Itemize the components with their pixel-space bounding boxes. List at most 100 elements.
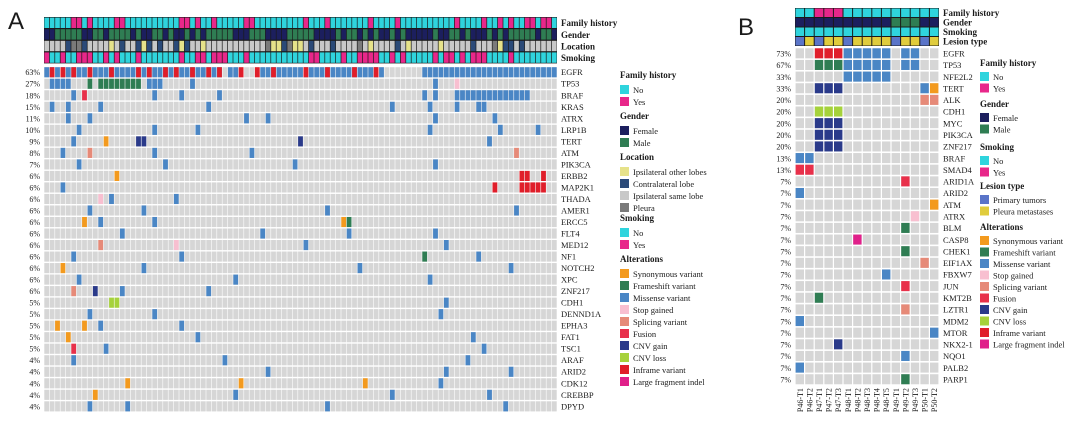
empty-cell: [179, 193, 185, 205]
location-cell: [465, 40, 471, 52]
empty-cell: [535, 309, 541, 320]
gender-cell: [254, 29, 260, 40]
empty-cell: [152, 113, 158, 124]
empty-cell: [157, 378, 163, 389]
empty-cell: [92, 193, 98, 205]
empty-cell: [487, 320, 492, 331]
empty-cell: [271, 193, 276, 205]
empty-cell: [487, 297, 492, 308]
empty-cell: [352, 297, 357, 308]
empty-cell: [233, 401, 239, 412]
empty-cell: [44, 286, 50, 297]
smoking-cell: [443, 52, 449, 63]
empty-cell: [206, 113, 212, 124]
empty-cell: [87, 228, 93, 239]
empty-cell: [249, 124, 255, 135]
empty-cell: [298, 216, 303, 228]
empty-cell: [319, 124, 325, 135]
empty-cell: [276, 136, 282, 147]
empty-cell: [287, 355, 293, 366]
empty-cell: [379, 205, 384, 216]
family-history-cell: [319, 17, 325, 28]
location-cell: [103, 40, 109, 52]
empty-cell: [541, 228, 546, 239]
empty-cell: [265, 355, 271, 366]
empty-cell: [519, 309, 525, 320]
empty-cell: [222, 147, 228, 158]
empty-cell: [314, 401, 320, 412]
empty-cell: [357, 136, 363, 147]
empty-cell: [400, 113, 406, 124]
empty-cell: [422, 309, 428, 320]
empty-cell: [362, 263, 368, 274]
family-history-cell: [541, 17, 546, 28]
alteration-cell-egfr: [211, 67, 217, 78]
gender-cell: [411, 29, 417, 40]
empty-cell: [422, 228, 428, 239]
empty-cell: [411, 355, 417, 366]
empty-cell: [44, 366, 50, 377]
empty-cell: [281, 228, 287, 239]
gender-cell: [379, 29, 384, 40]
family-history-cell: [514, 17, 519, 28]
empty-cell: [217, 240, 222, 251]
frequency-label: 6%: [29, 195, 40, 204]
empty-cell: [422, 113, 428, 124]
empty-cell: [49, 113, 55, 124]
empty-cell: [357, 170, 363, 181]
empty-cell: [497, 78, 503, 89]
empty-cell: [303, 286, 309, 297]
empty-cell: [368, 136, 374, 147]
empty-cell: [433, 389, 438, 400]
gender-cell: [314, 29, 320, 40]
empty-cell: [487, 78, 492, 89]
empty-cell: [460, 378, 465, 389]
empty-cell: [92, 401, 98, 412]
location-cell: [298, 40, 303, 52]
empty-cell: [389, 274, 395, 285]
legend-label-splicing-variant: Splicing variant: [633, 317, 688, 327]
empty-cell: [109, 182, 114, 193]
empty-cell: [114, 159, 120, 170]
empty-cell: [200, 355, 206, 366]
empty-cell: [481, 216, 487, 228]
empty-cell: [465, 113, 471, 124]
frequency-label: 5%: [29, 299, 40, 308]
empty-cell: [260, 90, 266, 101]
empty-cell: [411, 240, 417, 251]
empty-cell: [346, 332, 352, 343]
empty-cell: [487, 124, 492, 135]
empty-cell: [524, 101, 530, 112]
empty-cell: [82, 240, 87, 251]
family-history-cell: [427, 17, 433, 28]
empty-cell: [82, 136, 87, 147]
legend-swatch-contralateral-lobe: [620, 179, 629, 188]
alteration-cell-dpyd: [325, 401, 330, 412]
location-cell: [346, 40, 352, 52]
empty-cell: [65, 263, 71, 274]
smoking-cell: [508, 52, 514, 63]
location-cell: [206, 40, 212, 52]
empty-cell: [481, 263, 487, 274]
empty-cell: [514, 136, 519, 147]
empty-cell: [71, 240, 77, 251]
empty-cell: [308, 263, 314, 274]
empty-cell: [298, 78, 303, 89]
empty-cell: [55, 228, 60, 239]
empty-cell: [227, 124, 233, 135]
empty-cell: [335, 240, 341, 251]
empty-cell: [476, 378, 482, 389]
empty-cell: [476, 136, 482, 147]
empty-cell: [109, 159, 114, 170]
empty-cell: [481, 182, 487, 193]
empty-cell: [541, 332, 546, 343]
empty-cell: [481, 159, 487, 170]
empty-cell: [546, 366, 552, 377]
empty-cell: [254, 240, 260, 251]
empty-cell: [179, 332, 185, 343]
empty-cell: [249, 378, 255, 389]
empty-cell: [222, 216, 228, 228]
gender-cell: [341, 29, 347, 40]
empty-cell: [546, 205, 552, 216]
empty-cell: [368, 286, 374, 297]
